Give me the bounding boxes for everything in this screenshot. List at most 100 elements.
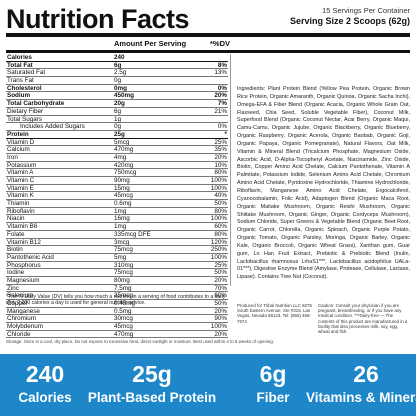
nutrient-amount: 335mcg DFE [114,230,151,238]
nutrient-row: Vitamin D 5mcg 25% [6,139,228,147]
nutrient-dv: 80% [214,207,227,215]
nutrient-amount: 5mg [114,253,127,261]
nutrient-name: Sodium [7,92,31,100]
nutrient-name: Niacin [7,215,25,223]
nutrient-name: Biotin [7,246,23,254]
nutrient-amount: 16mg [114,215,130,223]
nutrient-dv: 80% [214,169,227,177]
nutrient-name: Calcium [7,146,30,154]
nutrient-dv: 100% [210,184,227,192]
nutrient-amount: 7.5mg [114,284,132,292]
nutrient-dv: 21% [214,107,227,115]
nutrient-name: Dietary Fiber [7,107,44,115]
nutrient-name: Protein [7,130,29,138]
nutrient-dv: 100% [210,215,227,223]
nutrient-amount: 35mcg [114,292,133,300]
nutrient-dv: 25% [214,261,227,269]
nutrient-row: Total Carbohydrate 20g 7% [6,100,228,108]
nutrient-row: Total Fat 6g 8% [6,62,228,70]
nutrient-amount: 420mg [114,161,134,169]
caution-text: Caution: Consult your physician if you a… [318,303,408,335]
nutrient-dv: 20% [214,330,227,338]
nutrient-amount: 3mcg [114,238,130,246]
nutrient-name: Vitamin B12 [7,238,41,246]
nutrient-name: Calories [7,54,32,61]
nutrient-amount: 0.6mg [114,200,132,208]
nutrient-dv: 20% [214,153,227,161]
nutrient-row: Cholesterol 0mg 0% [6,85,228,93]
nutrient-row: Trans Fat 0g [6,77,228,85]
nutrient-row: Dietary Fiber 6g 21% [6,108,228,116]
nutrient-row: Riboflavin 1mg 80% [6,208,228,216]
nutrient-row: Magnesium 80mg 20% [6,277,228,285]
nutrient-row: Iron 4mg 20% [6,154,228,162]
nutrient-row: Vitamin K 45mcg 40% [6,192,228,201]
stat-label: Fiber [256,390,290,405]
nutrient-dv: 13% [214,69,227,77]
nutrient-amount: 30mcg [114,315,133,323]
nutrient-row: Total Sugars 1g [6,116,228,124]
nutrient-row: Folate 335mcg DFE 80% [6,231,228,239]
nutrient-name: Iodine [7,269,25,277]
nutrient-name: Total Carbohydrate [7,100,65,108]
nutrient-row: Protein 25g * [6,131,228,139]
nutrient-name: Manganese [7,307,40,315]
nutrient-name: Chromium [7,315,37,323]
nutrient-row: Potassium 420mg 10% [6,162,228,170]
nutrition-facts-title: Nutrition Facts [6,4,190,34]
nutrient-name: Phosphorus [7,261,41,269]
nutrient-amount: 0.45mg [114,300,136,307]
nutrient-name: Iron [7,153,18,161]
amount-per-serving-label: Amount Per Serving [114,39,187,48]
nutrient-amount: 0g [114,77,122,85]
dv-label: *%DV [210,39,231,48]
nutrient-dv: 60% [214,223,227,231]
nutrient-name: Molybdenum [7,323,44,331]
nutrient-row: Vitamin E 15mg 100% [6,185,228,193]
nutrient-amount: 45mcg [114,192,133,200]
nutrient-dv: 20% [214,276,227,284]
nutrition-panel: Nutrition Facts 15 Servings Per Containe… [6,4,410,344]
nutrient-name: Includes Added Sugars [20,123,85,131]
nutrient-name: Vitamin C [7,177,35,184]
nutrient-amount: 6g [114,61,122,69]
nutrient-name: Thiamin [7,200,30,208]
nutrient-name: Vitamin K [7,192,34,200]
nutrient-dv: 8% [217,61,227,69]
nutrient-dv: 50% [214,269,227,277]
nutrient-amount: 5mcg [114,138,130,146]
nutrient-name: Pantothenic Acid [7,253,54,261]
nutrient-dv: 20% [214,92,227,100]
nutrient-dv: 120% [210,238,227,246]
nutrient-amount: 25g [114,130,125,138]
nutrient-name: Zinc [7,284,19,292]
nutrient-dv: 250% [210,246,227,254]
divider-medium [6,50,410,53]
divider-thick [6,33,410,37]
nutrient-name: Magnesium [7,276,40,284]
stat-value: 6g [259,361,287,387]
nutrient-name: Total Sugars [7,115,43,123]
nutrient-dv: 50% [214,200,227,208]
nutrient-dv: 60% [214,292,227,300]
nutrient-amount: 470mg [114,330,134,338]
nutrient-amount: 75mcg [114,246,133,254]
nutrient-amount: 0g [114,123,122,131]
nutrient-dv: 0% [217,123,227,131]
nutrient-name: Total Fat [7,61,33,69]
nutrient-amount: 90mg [114,177,130,184]
nutrient-row: Pantothenic Acid 5mg 100% [6,254,228,262]
nutrient-dv: 90% [214,315,227,323]
nutrient-dv: 35% [214,146,227,154]
nutrient-amount: 2.5g [114,69,127,77]
nutrient-name: Trans Fat [7,77,34,85]
nutrient-amount: 45mcg [114,323,133,331]
nutrient-row: Vitamin A 750mcg 80% [6,169,228,177]
stat-label: Plant-Based Protein [87,390,217,405]
nutrient-name: Vitamin B6 [7,223,38,231]
nutrient-row: Vitamin B6 1mg 60% [6,223,228,231]
manufacturer-info: Produced for Tribal Nutrition LLC 8275 S… [237,303,312,324]
nutrient-row: Sodium 450mg 20% [6,92,228,101]
nutrient-name: Selenium [7,292,34,300]
nutrient-name: Saturated Fat [7,69,46,77]
